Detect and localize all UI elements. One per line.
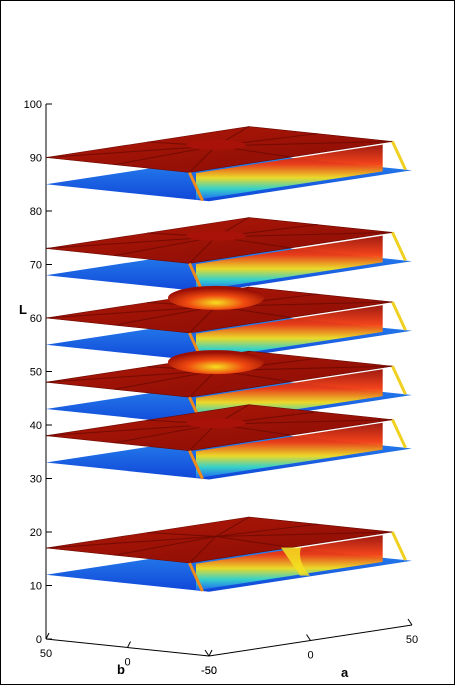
x-axis-label: a (341, 665, 349, 680)
b-tick (45, 632, 50, 640)
a-tick (204, 649, 210, 657)
y-axis-label: b (117, 662, 125, 677)
b-tick-label: 0 (124, 657, 130, 669)
fold-line (215, 516, 250, 537)
z-tick-label: 40 (30, 420, 42, 432)
fold-line (215, 535, 292, 549)
fold-line (147, 532, 216, 538)
fold-line (189, 536, 217, 564)
fold-line (189, 370, 217, 398)
edge-wall (188, 171, 204, 202)
surface-layers (45, 126, 412, 592)
fold-line (45, 423, 216, 437)
edge-wall (391, 301, 407, 331)
z-tick-label: 70 (30, 260, 42, 272)
fold-line (114, 423, 217, 444)
z-tick-label: 20 (30, 527, 42, 539)
z-tick-label: 50 (30, 367, 42, 379)
fold-line (45, 535, 216, 549)
z-tick-label: 30 (30, 474, 42, 486)
center-funnel (280, 547, 310, 576)
fold-line (45, 145, 216, 159)
edge-wall (391, 140, 407, 171)
fold-line (45, 370, 216, 383)
fold-line (215, 523, 318, 538)
z-tick-label: 60 (30, 313, 42, 325)
surface-layer (45, 126, 412, 202)
fold-line (114, 145, 217, 166)
z-axis-label: L (19, 302, 27, 317)
fold-line (189, 423, 217, 452)
edge-wall (188, 562, 204, 592)
edge-wall (188, 450, 204, 480)
edge-wall (391, 231, 407, 262)
surface-layer (45, 404, 412, 480)
a-tick-label: -50 (201, 665, 217, 677)
fold-line (114, 535, 217, 556)
z-tick-label: 80 (30, 206, 42, 218)
fold-line (189, 145, 217, 173)
b-tick (208, 649, 213, 657)
a-tick-label: 50 (406, 634, 418, 646)
b-tick-label: -50 (201, 665, 217, 677)
center-bump (167, 350, 264, 375)
a-tick (407, 618, 413, 626)
surface-layer (45, 216, 412, 293)
z-tick-label: 100 (24, 99, 42, 111)
z-tick-label: 0 (36, 634, 42, 646)
fold-line (189, 306, 217, 334)
transition-wall (196, 305, 383, 361)
center-ridge (185, 139, 246, 150)
surface-layer (45, 516, 412, 592)
transition-wall (196, 235, 383, 291)
surface-layer (45, 285, 412, 362)
fold-line (45, 305, 216, 319)
edge-wall (391, 531, 407, 561)
transition-wall (196, 535, 383, 591)
edge-wall (391, 365, 407, 395)
fold-line (114, 305, 217, 326)
fold-line (114, 370, 217, 390)
a-tick-label: 0 (307, 650, 313, 662)
edge-wall (391, 419, 407, 449)
center-ridge (185, 418, 246, 429)
z-tick-label: 90 (30, 153, 42, 165)
fold-line (45, 236, 216, 249)
center-ridge (185, 230, 246, 241)
transition-wall (196, 144, 383, 200)
fold-line (215, 531, 393, 538)
transition-wall (196, 422, 383, 479)
axis-labels: L b a (19, 302, 349, 680)
z-tick-label: 10 (30, 581, 42, 593)
fold-line (189, 236, 217, 264)
center-bump (167, 285, 264, 310)
b-tick-label: 50 (40, 648, 52, 660)
surface-layer (45, 350, 412, 426)
a-tick (306, 634, 311, 641)
b-tick (127, 641, 131, 648)
fold-line (114, 236, 217, 257)
